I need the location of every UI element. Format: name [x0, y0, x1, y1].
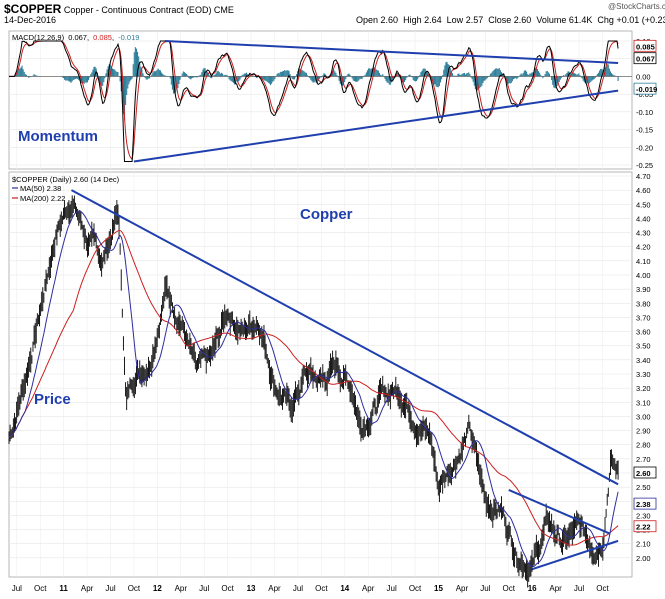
last-price-tag-box: [633, 466, 657, 479]
macd-ytick-label: 0.00: [636, 72, 651, 81]
x-tick-label: Jul: [574, 584, 584, 593]
x-tick-label: Jul: [105, 584, 115, 593]
price-ytick-label: 3.60: [636, 328, 651, 337]
price-ytick-label: 4.20: [636, 243, 651, 252]
ma50-line: [8, 210, 619, 568]
last-price-tag: 2.60: [636, 469, 651, 478]
momentum-annotation: Momentum: [18, 128, 98, 145]
price-ytick-label: 3.10: [636, 398, 651, 407]
watermark: @StockCharts.com: [608, 2, 665, 11]
price-trendline-long-term-resistance: [70, 189, 619, 486]
last-hist-tag-box: [633, 82, 657, 95]
x-tick-label: Apr: [549, 584, 562, 593]
last-ma200-tag: 2.22: [636, 523, 651, 532]
x-tick-label: Apr: [81, 584, 94, 593]
x-tick-label: 11: [59, 584, 68, 593]
copper-annotation: Copper: [300, 206, 353, 223]
last-macd-tag-box: [633, 52, 657, 65]
last-signal-tag: 0.085: [636, 42, 655, 51]
price-ytick-label: 3.20: [636, 384, 651, 393]
price-ytick-label: 4.70: [636, 172, 651, 181]
x-tick-label: Oct: [315, 584, 328, 593]
price-ytick-label: 3.50: [636, 342, 651, 351]
price-ytick-label: 2.00: [636, 554, 651, 563]
price-ytick-label: 2.10: [636, 540, 651, 549]
price-legend-main: $COPPER (Daily) 2.60 (14 Dec): [12, 175, 120, 184]
price-trendline-wedge-top: [508, 489, 611, 535]
price-ytick-label: 4.60: [636, 186, 651, 195]
price-ytick-label: 3.80: [636, 299, 651, 308]
price-ytick-label: 2.70: [636, 455, 651, 464]
x-tick-label: Oct: [503, 584, 516, 593]
price-ytick-label: 3.90: [636, 285, 651, 294]
price-ytick-label: 3.00: [636, 412, 651, 421]
ma50-legend: MA(50) 2.38: [20, 184, 61, 193]
price-annotation: Price: [34, 391, 71, 408]
macd-ytick-label: -0.15: [636, 126, 653, 135]
price-ytick-label: 2.90: [636, 427, 651, 436]
x-tick-label: Oct: [596, 584, 609, 593]
macd-legend: MACD(12,26,9) 0.067, 0.085, -0.019: [12, 33, 139, 42]
x-tick-label: Jul: [293, 584, 303, 593]
price-ytick-label: 2.80: [636, 441, 651, 450]
x-tick-label: Jul: [199, 584, 209, 593]
last-macd-tag: 0.067: [636, 55, 655, 64]
price-ytick-label: 4.40: [636, 214, 651, 223]
x-tick-label: Jul: [12, 584, 22, 593]
x-tick-label: Jul: [480, 584, 490, 593]
last-signal-tag-box: [633, 39, 657, 52]
x-tick-label: Apr: [456, 584, 469, 593]
x-tick-label: Jul: [387, 584, 397, 593]
last-hist-tag: -0.019: [636, 85, 657, 94]
x-tick-label: Apr: [175, 584, 188, 593]
macd-ytick-label: -0.25: [636, 161, 653, 170]
macd-ytick-label: -0.05: [636, 90, 653, 99]
x-tick-label: Apr: [268, 584, 281, 593]
price-ytick-label: 4.30: [636, 229, 651, 238]
x-tick-label: 15: [434, 584, 443, 593]
chart-description: Copper - Continuous Contract (EOD) CME: [63, 5, 234, 15]
x-tick-label: 12: [153, 584, 162, 593]
x-tick-label: 14: [340, 584, 349, 593]
price-ytick-label: 4.00: [636, 271, 651, 280]
price-ytick-label: 3.30: [636, 370, 651, 379]
macd-trendline-lower: [133, 89, 619, 163]
ohlc-readout: Open 2.60 High 2.64 Low 2.57 Close 2.60 …: [356, 15, 665, 25]
last-ma50-tag-box: [633, 497, 657, 510]
price-ytick-label: 4.10: [636, 257, 651, 266]
macd-signal-line: [9, 40, 619, 161]
x-tick-label: 13: [247, 584, 256, 593]
last-ma50-tag: 2.38: [636, 500, 651, 509]
price-ytick-label: 2.30: [636, 511, 651, 520]
macd-ytick-label: -0.10: [636, 108, 653, 117]
price-ytick-label: 3.70: [636, 313, 651, 322]
ma200-legend: MA(200) 2.22: [20, 194, 65, 203]
macd-line: [9, 40, 619, 162]
symbol: $COPPER: [4, 2, 62, 16]
price-ytick-label: 2.50: [636, 483, 651, 492]
x-tick-label: 16: [528, 584, 537, 593]
macd-trendline-upper: [165, 40, 619, 64]
x-tick-label: Oct: [34, 584, 47, 593]
ma200-line: [8, 230, 619, 546]
x-tick-label: Oct: [128, 584, 141, 593]
price-ytick-label: 3.40: [636, 356, 651, 365]
x-tick-label: Apr: [362, 584, 375, 593]
price-ytick-label: 4.50: [636, 200, 651, 209]
x-tick-label: Oct: [221, 584, 234, 593]
x-tick-label: Oct: [409, 584, 422, 593]
macd-ytick-label: -0.20: [636, 143, 653, 152]
chart-date: 14-Dec-2016: [4, 15, 57, 25]
price-trendline-wedge-bottom: [531, 539, 619, 571]
last-ma200-tag-box: [633, 520, 657, 533]
